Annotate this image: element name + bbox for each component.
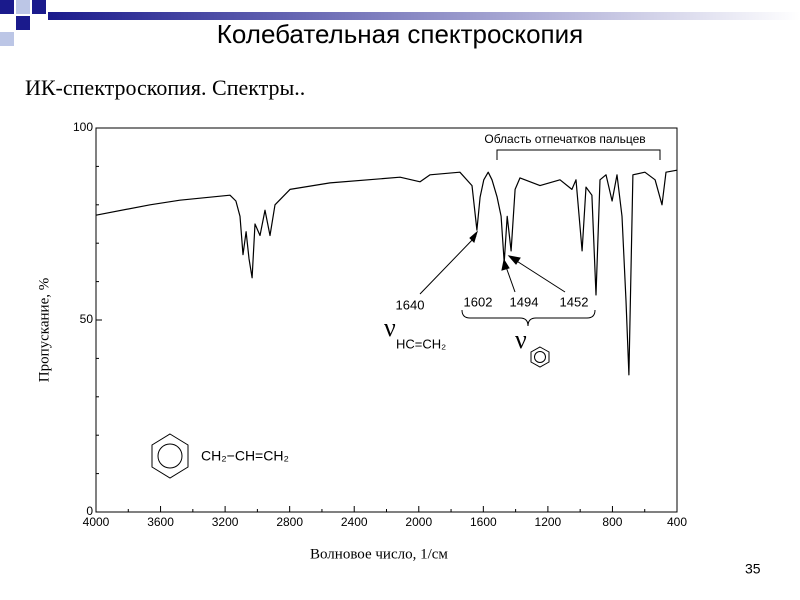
- slide-subtitle: ИК-спектроскопия. Спектры..: [25, 75, 305, 100]
- arrows: [419, 230, 596, 327]
- annotation: 1640: [396, 297, 425, 312]
- annotation: 1494: [510, 294, 539, 309]
- annotation: HC=CH₂: [396, 336, 446, 351]
- spectrum-line: [95, 169, 678, 376]
- benzene-small: [530, 346, 550, 368]
- x-tick-label: 3600: [147, 515, 174, 529]
- annotation: Область отпечатков пальцев: [484, 132, 645, 146]
- x-tick-label: 3200: [212, 515, 239, 529]
- decoration: [0, 0, 800, 46]
- x-tick-label: 2000: [405, 515, 432, 529]
- y-tick-label: 0: [86, 504, 93, 518]
- benzene: [151, 433, 189, 479]
- y-axis-label: Пропускание, %: [36, 278, 52, 382]
- x-tick-label: 2800: [276, 515, 303, 529]
- annotation: CH₂−CH=CH₂: [201, 448, 289, 464]
- annotation: ν: [384, 313, 396, 342]
- x-tick-label: 1200: [535, 515, 562, 529]
- annotation: 1452: [560, 294, 589, 309]
- annotation: 1602: [464, 294, 493, 309]
- bracket: [496, 149, 661, 160]
- x-tick-label: 2400: [341, 515, 368, 529]
- x-tick-label: 4000: [83, 515, 110, 529]
- y-tick-label: 100: [73, 120, 93, 134]
- x-tick-label: 400: [667, 515, 687, 529]
- slide-title: Колебательная спектроскопия: [217, 19, 583, 49]
- annotation: ν: [515, 325, 527, 354]
- x-tick-label: 1600: [470, 515, 497, 529]
- y-tick-label: 50: [80, 312, 94, 326]
- x-tick-label: 800: [602, 515, 622, 529]
- x-axis-label: Волновое число, 1/см: [310, 546, 448, 562]
- page-number: 35: [745, 561, 761, 577]
